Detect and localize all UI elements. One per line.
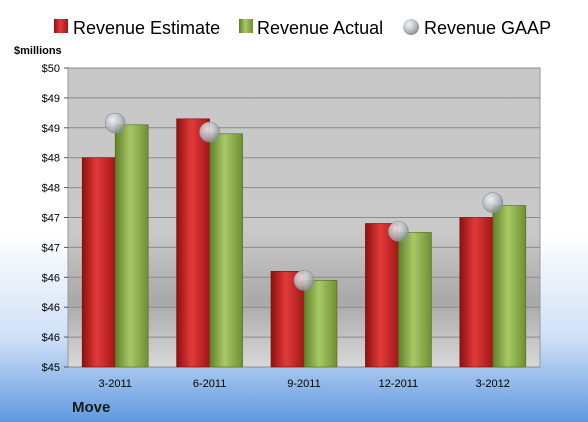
y-tick-label: $49 (42, 93, 60, 105)
y-tick-label: $46 (42, 302, 60, 314)
bar-revenue-actual (209, 133, 243, 368)
y-tick-label: $47 (42, 213, 60, 225)
bar-revenue-estimate (459, 217, 494, 368)
bar-revenue-actual (114, 124, 149, 368)
y-tick-label: $46 (42, 272, 60, 284)
bar-revenue-estimate (176, 118, 210, 368)
y-tick-label: $49 (42, 123, 60, 135)
x-tick-label: 9-2011 (287, 378, 320, 390)
y-tick-label: $48 (42, 153, 60, 165)
legend-label-estimate: Revenue Estimate (73, 18, 220, 38)
x-tick-label: 3-2011 (98, 378, 131, 390)
bar-revenue-estimate (365, 223, 399, 368)
y-tick-label: $47 (42, 242, 60, 254)
bar-revenue-actual (398, 232, 432, 368)
y-tick-label: $48 (42, 183, 60, 195)
legend-swatch-gaap (403, 19, 419, 35)
marker-revenue-gaap (482, 192, 504, 213)
y-axis-ticks: $45 $46 $46 $46 $47 $47 $48 $48 $49 $49 $50 (42, 63, 68, 374)
y-tick-label: $45 (42, 362, 60, 374)
gaap-markers (104, 112, 504, 291)
y-tick-label: $46 (42, 332, 60, 344)
x-tick-label: 3-2012 (476, 378, 510, 390)
marker-revenue-gaap (104, 112, 126, 134)
company-name: Move (72, 399, 110, 416)
y-axis-unit-label: $millions (14, 45, 62, 57)
x-axis-ticks: 3-2011 6-2011 9-2011 12-2011 3-2012 (98, 378, 509, 390)
x-tick-label: 6-2011 (193, 378, 226, 390)
legend-label-gaap: Revenue GAAP (424, 18, 551, 38)
x-tick-label: 12-2011 (379, 378, 419, 390)
legend-swatch-actual (239, 19, 253, 33)
marker-revenue-gaap (388, 220, 409, 242)
bar-marks (81, 118, 527, 368)
bar-revenue-actual (303, 279, 338, 368)
marker-revenue-gaap (293, 269, 315, 291)
y-tick-label: $50 (42, 63, 60, 75)
legend-label-actual: Revenue Actual (257, 18, 383, 38)
legend: Revenue Estimate Revenue Actual Revenue … (54, 18, 551, 38)
bar-revenue-actual (492, 205, 527, 368)
marker-revenue-gaap (199, 121, 220, 143)
bar-revenue-estimate (81, 157, 116, 368)
legend-swatch-estimate (54, 19, 68, 33)
